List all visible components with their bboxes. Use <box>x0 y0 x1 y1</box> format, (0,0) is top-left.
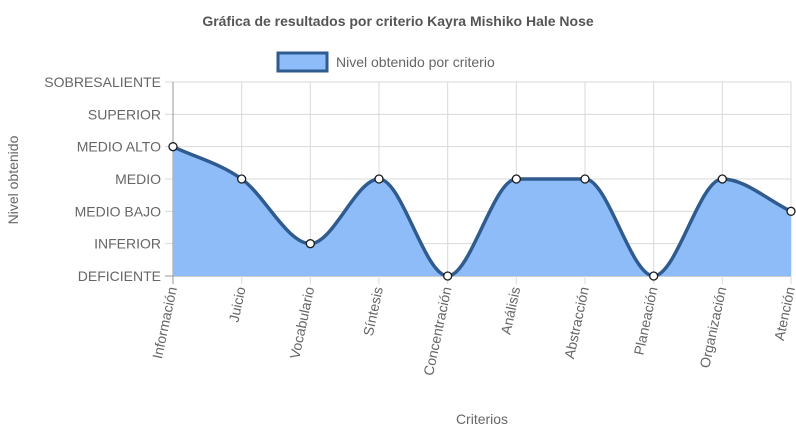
data-point[interactable] <box>443 271 453 281</box>
x-tick-label: Planeación <box>631 285 661 356</box>
series-line <box>172 145 792 278</box>
y-tick-label: SUPERIOR <box>88 106 161 122</box>
y-tick-label: MEDIO BAJO <box>75 203 161 219</box>
x-tick-label: Síntesis <box>360 285 386 337</box>
data-points <box>168 142 796 281</box>
x-tick-label: Concentración <box>420 285 454 377</box>
legend[interactable]: Nivel obtenido por criterio <box>276 51 495 73</box>
x-tick-label: Vocabulario <box>286 285 317 360</box>
data-point[interactable] <box>168 142 178 152</box>
data-point[interactable] <box>649 271 659 281</box>
data-point[interactable] <box>717 174 727 184</box>
x-tick-label: Información <box>149 285 180 360</box>
series-fill <box>173 146 791 276</box>
x-tick-label: Organización <box>696 285 729 369</box>
x-axis-title: Criterios <box>456 411 508 427</box>
y-axis-title: Nivel obtenido <box>5 135 21 224</box>
series-area <box>172 145 792 278</box>
legend-swatch <box>276 51 329 73</box>
data-point[interactable] <box>374 174 384 184</box>
y-tick-label: DEFICIENTE <box>78 268 161 284</box>
data-point[interactable] <box>786 206 796 216</box>
y-tick-label: INFERIOR <box>94 236 161 252</box>
y-tick-label: MEDIO <box>115 171 161 187</box>
data-point[interactable] <box>237 174 247 184</box>
x-tick-labels: Información Juicio Vocabulario Síntesis Conc… <box>149 285 796 377</box>
legend-label: Nivel obtenido por criterio <box>336 54 495 70</box>
y-tick-label: SOBRESALIENTE <box>44 74 161 90</box>
data-point[interactable] <box>511 174 521 184</box>
x-tick-label: Análisis <box>498 285 524 336</box>
x-tick-label: Juicio <box>226 285 249 324</box>
chart-title: Gráfica de resultados por criterio Kayra… <box>202 13 594 29</box>
y-tick-labels: DEFICIENTE INFERIOR MEDIO BAJO MEDIO MEDIO A… <box>44 74 161 284</box>
y-tick-label: MEDIO ALTO <box>77 139 161 155</box>
x-tick-label: Atención <box>771 285 796 342</box>
data-point[interactable] <box>305 239 315 249</box>
x-tick-label: Abstracción <box>561 285 592 360</box>
data-point[interactable] <box>580 174 590 184</box>
